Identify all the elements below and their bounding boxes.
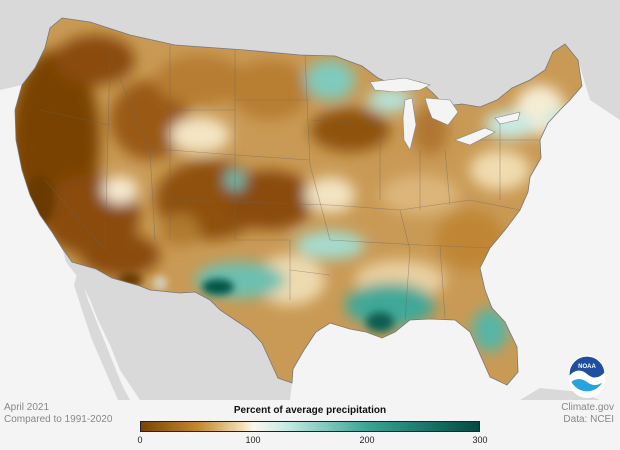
lake-ontario	[494, 111, 521, 125]
legend-tick-300: 300	[472, 435, 488, 445]
precipitation-map: NOAA	[0, 0, 620, 400]
legend-title: Percent of average precipitation	[233, 405, 387, 416]
noaa-logo-text: NOAA	[578, 364, 596, 370]
lake-huron	[424, 97, 459, 126]
state-borders	[39, 45, 540, 321]
map-date: April 2021	[4, 402, 50, 413]
comparison-period: Compared to 1991-2020	[4, 414, 113, 425]
noaa-logo: NOAA	[568, 355, 606, 398]
legend-tick-0: 0	[137, 435, 143, 445]
lake-michigan	[402, 97, 417, 151]
lake-superior	[369, 77, 431, 93]
lake-erie	[454, 127, 496, 146]
baja-peninsula	[74, 270, 130, 400]
precipitation-field	[15, 18, 582, 385]
cuba-land	[520, 388, 600, 400]
legend-tick-100: 100	[245, 435, 261, 445]
legend-colorbar	[140, 421, 480, 432]
map-footer: April 2021 Compared to 1991-2020 Percent…	[0, 400, 620, 450]
credit-data: Data: NCEI	[563, 414, 614, 425]
us-outline	[14, 17, 583, 386]
great-lakes	[369, 77, 521, 151]
canada-land	[0, 0, 620, 120]
mexico-land	[62, 248, 292, 400]
credit-site: Climate.gov	[561, 402, 614, 413]
legend-tick-200: 200	[359, 435, 375, 445]
caption-right: Climate.gov Data: NCEI	[561, 402, 614, 426]
caption-left: April 2021 Compared to 1991-2020	[4, 402, 112, 426]
